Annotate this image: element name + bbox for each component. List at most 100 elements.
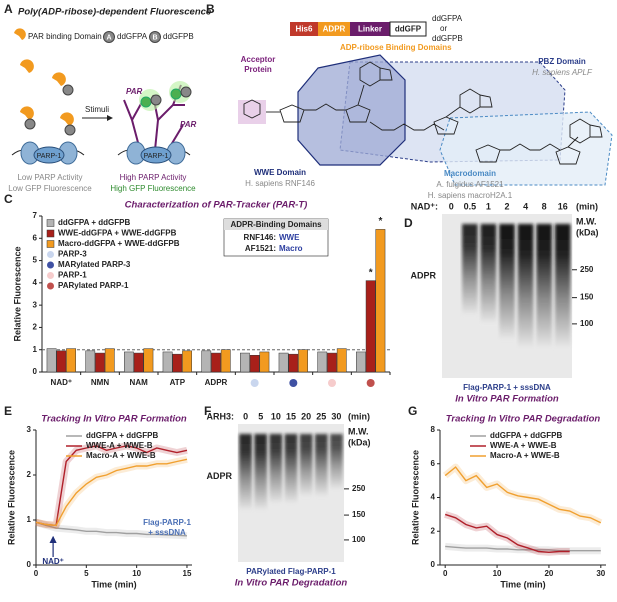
y-tick-label: 3 <box>33 300 38 309</box>
wwe-species: H. sapiens RNF146 <box>245 179 315 188</box>
panel-letter: A <box>4 2 13 16</box>
bar <box>133 352 144 373</box>
legend-marker <box>47 261 54 269</box>
smear <box>517 224 534 347</box>
x-tick-label: ADPR <box>205 378 228 387</box>
mw-title: M.W. <box>348 426 369 436</box>
category-marker <box>366 379 375 387</box>
legend-label: WWE-ddGFPA + WWE-ddGFPB <box>58 229 177 238</box>
y-tick-label: 0 <box>33 367 38 376</box>
gfp-icon <box>103 31 115 43</box>
mw-title: (kDa) <box>348 437 371 447</box>
inset-title: ADPR-Binding Domains <box>230 220 322 229</box>
inset-head <box>224 219 328 230</box>
lane-label: 30 <box>331 411 341 421</box>
caption: Flag-PARP-1 + sssDNA <box>463 383 551 392</box>
legend-label: PARP-1 <box>58 271 87 280</box>
smear <box>314 434 328 497</box>
pbz-species: H. sapiens APLF <box>532 68 593 77</box>
y-tick-label: 3 <box>27 425 32 434</box>
panel-letter: F <box>204 404 211 418</box>
lane-title: NAD⁺: <box>411 201 438 211</box>
construct-label: Linker <box>358 25 382 34</box>
y-tick-label: 2 <box>431 526 436 535</box>
chart-title: Tracking In Vitro PAR Formation <box>41 414 187 425</box>
lane-label: 10 <box>271 411 281 421</box>
y-tick-label: 1 <box>27 515 32 524</box>
construct-note: or <box>440 24 447 33</box>
sensor-group <box>20 59 76 136</box>
lane-label: 4 <box>523 201 528 211</box>
legend-label: ddGFPA <box>117 32 148 41</box>
caption: In Vitro PAR Formation <box>455 394 559 405</box>
bar <box>365 280 376 373</box>
parp-label: PARP-1 <box>144 153 169 160</box>
significance-label: * <box>378 216 382 227</box>
legend-label: Macro-A + WWE-B <box>86 451 156 460</box>
smear <box>284 434 298 503</box>
inset-key: RNF146: <box>244 233 276 242</box>
bar <box>327 352 337 373</box>
smear <box>462 224 478 315</box>
smear <box>254 434 268 510</box>
icon-label: B <box>152 34 157 41</box>
chart-title: Tracking In Vitro PAR Degradation <box>446 414 601 425</box>
domains-title: ADP-ribose Binding Domains <box>340 43 452 52</box>
y-tick-label: 2 <box>27 470 32 479</box>
legend-label: ddGFPA + ddGFPB <box>58 218 130 227</box>
mw-label: 150 <box>352 510 366 519</box>
bar <box>66 348 76 373</box>
lane-label: 0.5 <box>464 201 477 211</box>
chart-title: Characterization of PAR-Tracker (PAR-T) <box>125 200 308 211</box>
gfp-icon <box>149 31 161 43</box>
legend-swatch <box>46 219 55 227</box>
x-tick-label: 30 <box>596 569 605 578</box>
category-marker <box>328 379 336 387</box>
bar <box>288 353 299 373</box>
legend-swatch <box>46 229 55 238</box>
y-tick-label: 2 <box>33 323 38 332</box>
x-tick-label: 15 <box>183 569 192 578</box>
legend-marker <box>47 251 54 258</box>
bar <box>240 352 250 373</box>
caption: PARylated Flag-PARP-1 <box>246 567 336 576</box>
bar <box>56 350 67 373</box>
bar <box>220 349 231 373</box>
bar <box>375 229 386 373</box>
legend-label: WWE-A + WWE-B <box>490 441 557 450</box>
construct-note: ddGFPB <box>432 34 463 43</box>
mw-title: M.W. <box>576 216 597 226</box>
bar <box>104 348 115 373</box>
lane-unit: (min) <box>348 411 370 421</box>
annotation-label: NAD⁺ <box>42 557 64 566</box>
x-tick-label: 0 <box>443 569 448 578</box>
construct-adpr <box>318 22 350 36</box>
bar <box>211 352 221 373</box>
mw-label: 250 <box>580 265 594 274</box>
x-tick-label: 10 <box>493 569 502 578</box>
smear <box>239 434 252 510</box>
state-label: Low GFP Fluorescence <box>8 184 92 193</box>
smear <box>330 434 343 490</box>
mw-title: (kDa) <box>576 227 599 237</box>
legend-label: PAR binding Domain <box>28 32 102 41</box>
legend-label: MARylated PARP-3 <box>58 260 131 269</box>
y-tick-label: 7 <box>33 211 38 220</box>
smear <box>299 434 313 497</box>
lane-label: 0 <box>449 201 454 211</box>
acceptor-label: Protein <box>244 65 272 74</box>
bar <box>124 351 134 373</box>
bar <box>298 349 308 373</box>
panel-b: His6 ADPR Linker ddGFP ddGFPA or ddGFPB … <box>238 14 613 200</box>
smear <box>499 224 515 339</box>
legend-label: ddGFPB <box>163 32 194 41</box>
y-axis-label: Relative Fluorescence <box>6 450 16 545</box>
band-label: ADPR <box>206 471 232 481</box>
series-line <box>444 513 570 554</box>
state-label: Low PARP Activity <box>17 173 82 182</box>
charts: Characterization of PAR-Tracker (PAR-T) 0… <box>6 200 606 589</box>
acceptor-label: Acceptor <box>241 55 276 64</box>
x-tick-label: 0 <box>34 569 39 578</box>
gels: NAD⁺: 0 0.5 1 2 4 8 16 (min)M.W.(kDa)250150100AD… <box>206 201 598 588</box>
lane-label: 15 <box>286 411 296 421</box>
